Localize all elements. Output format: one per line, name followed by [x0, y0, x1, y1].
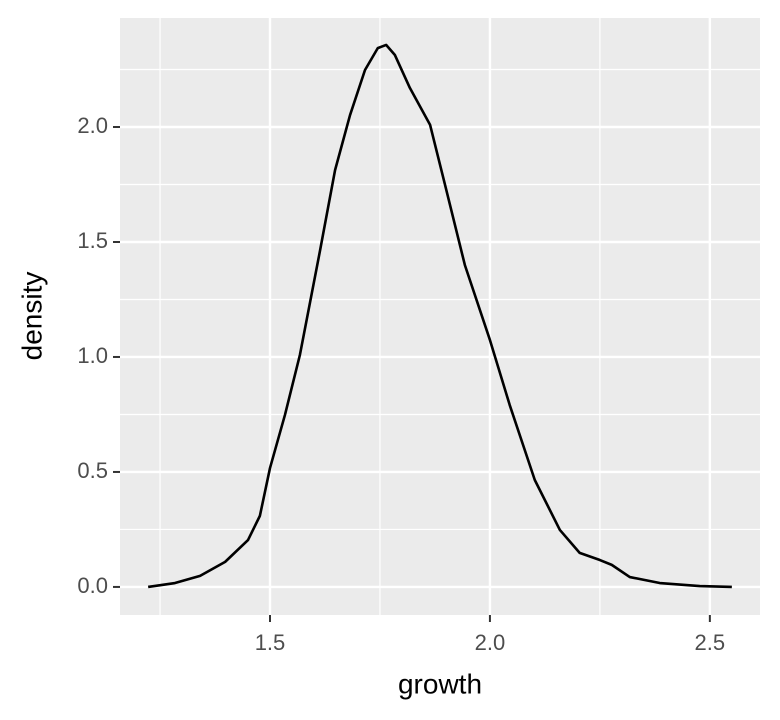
x-tick-label: 1.5 — [255, 630, 286, 655]
y-tick-label: 1.0 — [77, 343, 108, 368]
y-tick-label: 2.0 — [77, 113, 108, 138]
density-line — [147, 43, 732, 589]
x-axis-title: growth — [398, 668, 482, 699]
x-tick-label: 2.0 — [475, 630, 506, 655]
grid — [120, 18, 760, 615]
axes: 1.5 2.0 2.5 0.0 0.5 1.0 1.5 2.0 — [77, 113, 725, 655]
y-tick-label: 0.0 — [77, 573, 108, 598]
y-axis-title: density — [16, 272, 47, 361]
marks — [147, 43, 732, 589]
x-tick-label: 2.5 — [695, 630, 726, 655]
y-tick-label: 0.5 — [77, 458, 108, 483]
y-tick-label: 1.5 — [77, 228, 108, 253]
panel — [120, 18, 760, 615]
